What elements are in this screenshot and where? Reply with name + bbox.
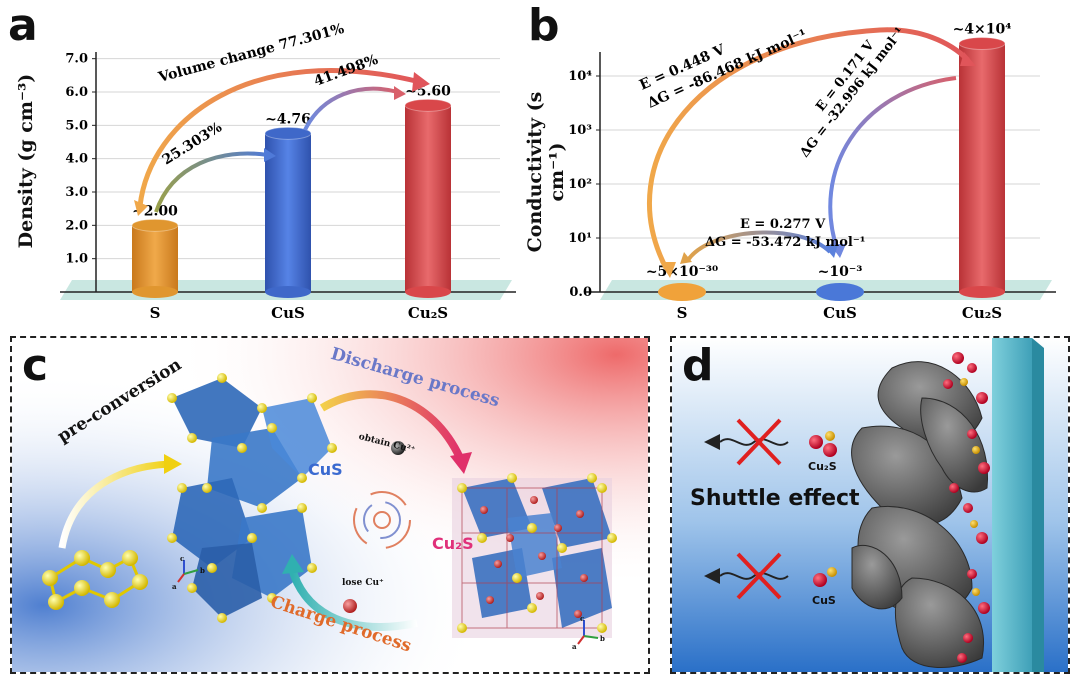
panel-a-volume-arrow: [137, 68, 421, 207]
panel-a-value-label: ~5.60: [405, 83, 451, 99]
panel-a-category: CuS: [271, 304, 305, 322]
panel-b-category: Cu₂S: [962, 304, 1002, 322]
lose-cu-label: lose Cu⁺: [342, 578, 384, 588]
axis-left-c: c: [180, 554, 185, 563]
panel-b-category: CuS: [823, 304, 857, 322]
panel-a-ytick: 7.0: [65, 52, 88, 67]
host-sheets-icon: [851, 361, 989, 668]
panel-b-value-label: ~4×10⁴: [953, 21, 1012, 37]
blocked-shuttle-bottom: [704, 552, 837, 600]
axis-left-a: a: [172, 582, 177, 591]
discharge-arrow: [319, 390, 464, 460]
panel-b-bar: [658, 283, 706, 301]
cycle-swirl-icon: [353, 491, 411, 549]
axis-left-b: b: [200, 566, 205, 575]
panel-a-letter: a: [8, 0, 38, 51]
axis-right-c: c: [580, 614, 585, 623]
panel-a-ytick: 6.0: [65, 85, 88, 100]
panel-a-bar: [264, 126, 312, 298]
panel-b-arrow-s-cus: [686, 230, 832, 262]
panel-b-arrow-cus-cu2s: [828, 76, 957, 253]
panel-a-category: Cu₂S: [408, 304, 448, 322]
panel-b-chart: 0.0 10¹ 10² 10³ 10⁴ ~5×10⁻³⁰ S ~10⁻³ CuS ~4×10⁴ C…: [568, 21, 1056, 322]
panel-a-bar: [404, 98, 452, 298]
panel-b-arrow-s-cu2s: [647, 27, 970, 270]
panel-b-g2: ΔG = -32.996 kJ mol⁻¹: [797, 25, 908, 161]
panel-a-ytick: 2.0: [65, 218, 88, 233]
axis-right-a: a: [572, 642, 577, 651]
cus-label: CuS: [308, 460, 343, 479]
axis-triad-right: [577, 620, 599, 645]
panel-a-ytick: 4.0: [65, 152, 88, 167]
panel-b-value-label: ~10⁻³: [818, 264, 863, 280]
panel-b-category: S: [677, 304, 688, 322]
panel-b-letter: b: [528, 0, 560, 51]
panel-b-ytick: 10³: [568, 123, 592, 138]
cu2s-species-label: Cu₂S: [808, 460, 837, 473]
panel-b-g3: ΔG = -53.472 kJ mol⁻¹: [705, 235, 865, 250]
adsorbed-species: [943, 352, 990, 663]
panel-b-ytick: 0.0: [569, 285, 592, 300]
panel-b-bar: [816, 283, 864, 301]
charge-arrow: [288, 566, 418, 631]
blocked-shuttle-top: [704, 418, 837, 466]
cu2plus-ion-icon: [391, 441, 405, 455]
panel-a-change-25: 25.303%: [160, 119, 225, 168]
panel-b-bar: [958, 36, 1006, 298]
panel-a-ytick: 3.0: [65, 185, 88, 200]
panel-a-chart: 1.02.03.04.05.06.07.0 ~2.00S~4.76CuS~5.6…: [60, 21, 516, 322]
axis-right-b: b: [600, 634, 605, 643]
panel-c-illustration: [12, 338, 648, 672]
cus-species-label: CuS: [812, 594, 836, 607]
panel-c-letter: c: [22, 340, 49, 391]
panel-b-ytick: 10¹: [568, 231, 592, 246]
axis-triad-left: [177, 560, 199, 583]
panel-a-value-label: ~4.76: [265, 111, 311, 127]
panel-c-frame: c pre-conversion Discharge process Charg…: [10, 336, 650, 674]
panel-d-illustration: [672, 338, 1068, 672]
panel-a-ytick: 1.0: [65, 252, 88, 267]
cuplus-ion-icon: [343, 599, 357, 613]
panel-b-e3: E = 0.277 V: [740, 217, 826, 232]
panel-b-ytick: 10⁴: [568, 69, 592, 84]
panel-b-value-label: ~5×10⁻³⁰: [646, 264, 718, 280]
panel-a-ytick: 5.0: [65, 118, 88, 133]
current-collector: [992, 338, 1032, 672]
panel-b-ytick: 10²: [568, 177, 592, 192]
sulfur-atoms: [42, 550, 148, 610]
panel-a-bar: [131, 218, 179, 298]
panel-a-category: S: [150, 304, 161, 322]
cu2s-label: Cu₂S: [432, 534, 474, 553]
cu2s-crystal-icon: [452, 473, 617, 638]
shuttle-effect-label: Shuttle effect: [690, 486, 860, 511]
pre-conversion-arrow: [58, 460, 171, 549]
panel-d-letter: d: [682, 340, 714, 391]
panel-a-arrow-25: [154, 151, 269, 213]
panel-d-frame: d Shuttle effect Cu₂S CuS: [670, 336, 1070, 674]
panel-a-arrow-41: [303, 86, 399, 131]
